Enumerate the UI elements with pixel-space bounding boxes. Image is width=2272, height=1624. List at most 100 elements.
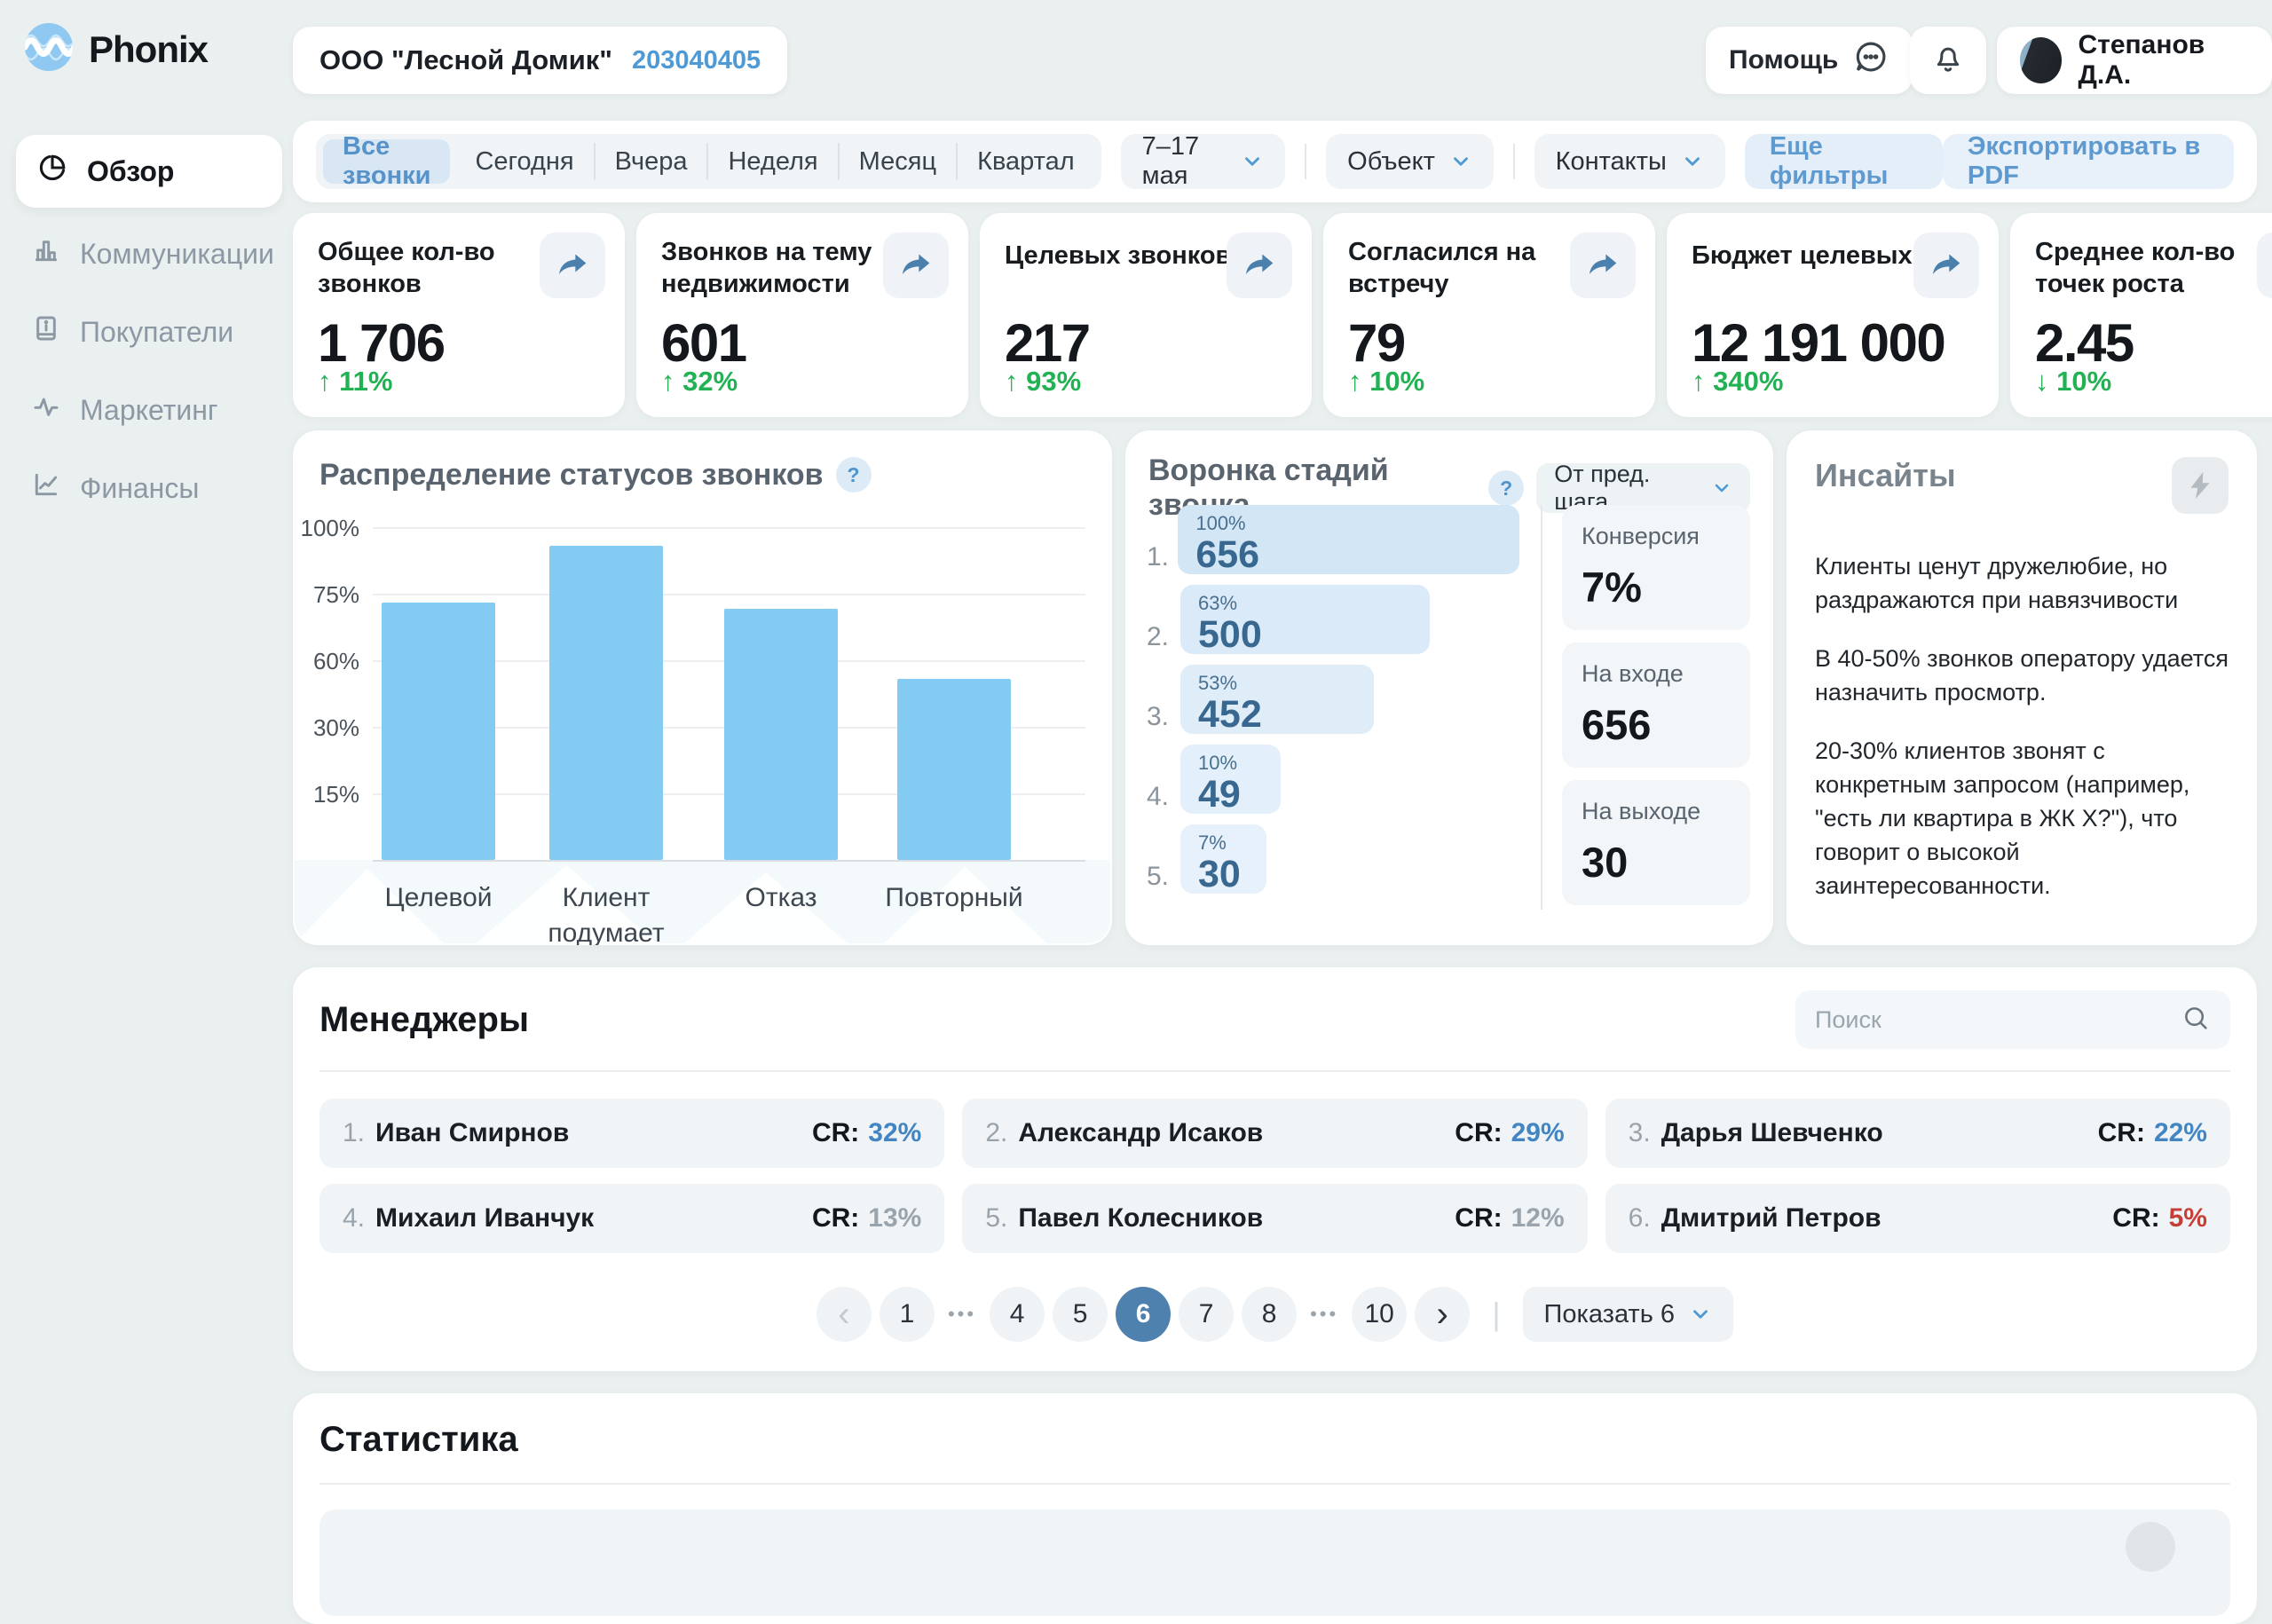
manager-row[interactable]: 6. Дмитрий Петров CR: 5% bbox=[1605, 1184, 2230, 1253]
stage-bar: 63% 500 bbox=[1180, 585, 1431, 654]
share-button[interactable] bbox=[883, 233, 949, 298]
share-button[interactable] bbox=[1913, 233, 1979, 298]
stage-bar: 53% 452 bbox=[1180, 665, 1375, 734]
y-tick: 100% bbox=[300, 515, 360, 541]
more-filters-button[interactable]: Еще фильтры bbox=[1744, 132, 1943, 190]
pagination-page[interactable]: 1 bbox=[879, 1287, 935, 1342]
sidebar-item-label: Финансы bbox=[80, 471, 200, 504]
pagination-ellipsis: ••• bbox=[947, 1303, 977, 1325]
share-button[interactable] bbox=[2257, 233, 2272, 298]
stage-bar: 7% 30 bbox=[1180, 824, 1266, 894]
funnel-stage: 2. 63% 500 bbox=[1147, 585, 1519, 654]
kpi-value: 217 bbox=[1005, 313, 1091, 373]
chat-bubble-icon bbox=[1852, 38, 1889, 83]
funnel-stage: 1. 100% 656 bbox=[1147, 505, 1519, 574]
pagination-prev[interactable]: ‹ bbox=[816, 1287, 872, 1342]
manager-cr-value: 12% bbox=[1511, 1203, 1565, 1233]
sidebar-item-finance[interactable]: Финансы bbox=[0, 449, 293, 527]
share-button[interactable] bbox=[1227, 233, 1292, 298]
manager-name: Михаил Иванчук bbox=[375, 1203, 595, 1233]
bar-client-thinks bbox=[549, 545, 663, 860]
date-range-dropdown[interactable]: 7–17 мая bbox=[1120, 132, 1286, 190]
kpi-card-target-budget: Бюджет целевых ? 12 191 000 ↑ 340% bbox=[1667, 213, 1999, 417]
manager-name: Иван Смирнов bbox=[375, 1118, 570, 1147]
divider bbox=[320, 1483, 2230, 1485]
manager-row[interactable]: 4. Михаил Иванчук CR: 13% bbox=[320, 1184, 945, 1253]
chevron-down-icon bbox=[1689, 1303, 1712, 1326]
share-button[interactable] bbox=[1570, 233, 1636, 298]
pagination-page[interactable]: 10 bbox=[1352, 1287, 1408, 1342]
pagination-ellipsis: ••• bbox=[1310, 1303, 1339, 1325]
pagination-page-active[interactable]: 6 bbox=[1116, 1287, 1172, 1342]
manager-name: Павел Колесников bbox=[1018, 1203, 1264, 1233]
contacts-dropdown[interactable]: Контакты bbox=[1534, 134, 1725, 189]
search-input[interactable] bbox=[1815, 1005, 2170, 1034]
help-button[interactable]: Помощь bbox=[1706, 27, 1913, 94]
sidebar-item-label: Обзор bbox=[87, 154, 175, 187]
kpi-title: Общее кол-во звонков bbox=[318, 238, 495, 298]
manager-row[interactable]: 1. Иван Смирнов CR: 32% bbox=[320, 1099, 945, 1168]
pagination-page[interactable]: 7 bbox=[1179, 1287, 1235, 1342]
funnel-mode-dropdown[interactable]: От пред. шага bbox=[1536, 461, 1750, 515]
question-icon[interactable]: ? bbox=[835, 457, 872, 493]
tab-quarter[interactable]: Квартал bbox=[956, 143, 1094, 180]
profile-menu[interactable]: Степанов Д.А. bbox=[1997, 27, 2272, 94]
sidebar-item-overview[interactable]: Обзор bbox=[16, 135, 282, 208]
pie-chart-icon bbox=[37, 153, 67, 190]
tab-month[interactable]: Месяц bbox=[837, 143, 956, 180]
sidebar: Обзор Коммуникации Покупатели Маркетинг bbox=[0, 135, 293, 527]
search-box[interactable] bbox=[1795, 990, 2230, 1049]
question-icon[interactable]: ? bbox=[1488, 470, 1525, 506]
sidebar-item-label: Коммуникации bbox=[80, 237, 274, 270]
divider bbox=[1541, 505, 1542, 910]
notifications-button[interactable] bbox=[1910, 27, 1986, 94]
chevron-down-icon bbox=[1241, 150, 1264, 173]
pagination-page[interactable]: 8 bbox=[1242, 1287, 1298, 1342]
manager-row[interactable]: 3. Дарья Шевченко CR: 22% bbox=[1605, 1099, 2230, 1168]
tab-week[interactable]: Неделя bbox=[706, 143, 837, 180]
sidebar-item-marketing[interactable]: Маркетинг bbox=[0, 371, 293, 449]
pagination-page[interactable]: 5 bbox=[1053, 1287, 1108, 1342]
bar-repeat bbox=[897, 679, 1011, 860]
manager-cr-value: 13% bbox=[868, 1203, 922, 1233]
kpi-title: Среднее кол-во точек роста bbox=[2035, 238, 2236, 298]
manager-name: Дарья Шевченко bbox=[1661, 1118, 1883, 1147]
company-selector[interactable]: ООО "Лесной Домик" 203040405 bbox=[293, 27, 788, 94]
export-pdf-button[interactable]: Экспортировать в PDF bbox=[1942, 132, 2234, 190]
y-tick: 15% bbox=[312, 781, 359, 808]
brand-name: Phonix bbox=[89, 28, 209, 70]
kpi-card-target-calls: Целевых звонков ? 217 ↑ 93% bbox=[980, 213, 1312, 417]
share-button[interactable] bbox=[540, 233, 605, 298]
statistics-row[interactable] bbox=[320, 1510, 2230, 1616]
divider bbox=[1305, 144, 1307, 179]
y-tick: 30% bbox=[312, 714, 359, 741]
pagination-page[interactable]: 4 bbox=[990, 1287, 1045, 1342]
object-dropdown[interactable]: Объект bbox=[1326, 134, 1494, 189]
manager-row[interactable]: 5. Павел Колесников CR: 12% bbox=[962, 1184, 1588, 1253]
kpi-card-total-calls: Общее кол-во звонков ? 1 706 ↑ 11% bbox=[293, 213, 625, 417]
lightning-icon[interactable] bbox=[2172, 457, 2229, 514]
tab-yesterday[interactable]: Вчера bbox=[593, 143, 707, 180]
company-id[interactable]: 203040405 bbox=[632, 45, 761, 75]
chevron-down-icon bbox=[1449, 150, 1472, 173]
funnel-stage: 3. 53% 452 bbox=[1147, 665, 1519, 734]
tab-today[interactable]: Сегодня bbox=[475, 146, 574, 176]
manager-row[interactable]: 2. Александр Исаков CR: 29% bbox=[962, 1099, 1588, 1168]
stage-bar: 10% 49 bbox=[1180, 745, 1282, 814]
funnel-stage: 4. 10% 49 bbox=[1147, 745, 1519, 814]
sidebar-item-communications[interactable]: Коммуникации bbox=[0, 215, 293, 293]
page-size-value: Показать 6 bbox=[1543, 1299, 1676, 1328]
tab-all-calls[interactable]: Все звонки bbox=[323, 132, 451, 190]
bar-chart-plot: 100% 75% 60% 30% 15% Целевой Клиент поду… bbox=[301, 515, 1085, 945]
funnel-stage: 5. 7% 30 bbox=[1147, 824, 1519, 894]
manager-cr-value: 29% bbox=[1511, 1118, 1565, 1147]
manager-cr-value: 22% bbox=[2153, 1118, 2207, 1147]
pagination-next[interactable]: › bbox=[1415, 1287, 1471, 1342]
insight-paragraph: Клиенты ценут дружелюбие, но раздражаютс… bbox=[1815, 553, 2179, 613]
kpi-row: Общее кол-во звонков ? 1 706 ↑ 11% Звонк… bbox=[293, 213, 2272, 417]
bar-chart-icon bbox=[32, 236, 60, 272]
kpi-title: Звонков на тему недвижимости bbox=[661, 238, 872, 298]
page-size-dropdown[interactable]: Показать 6 bbox=[1522, 1287, 1734, 1342]
sidebar-item-customers[interactable]: Покупатели bbox=[0, 293, 293, 371]
manager-name: Александр Исаков bbox=[1018, 1118, 1264, 1147]
